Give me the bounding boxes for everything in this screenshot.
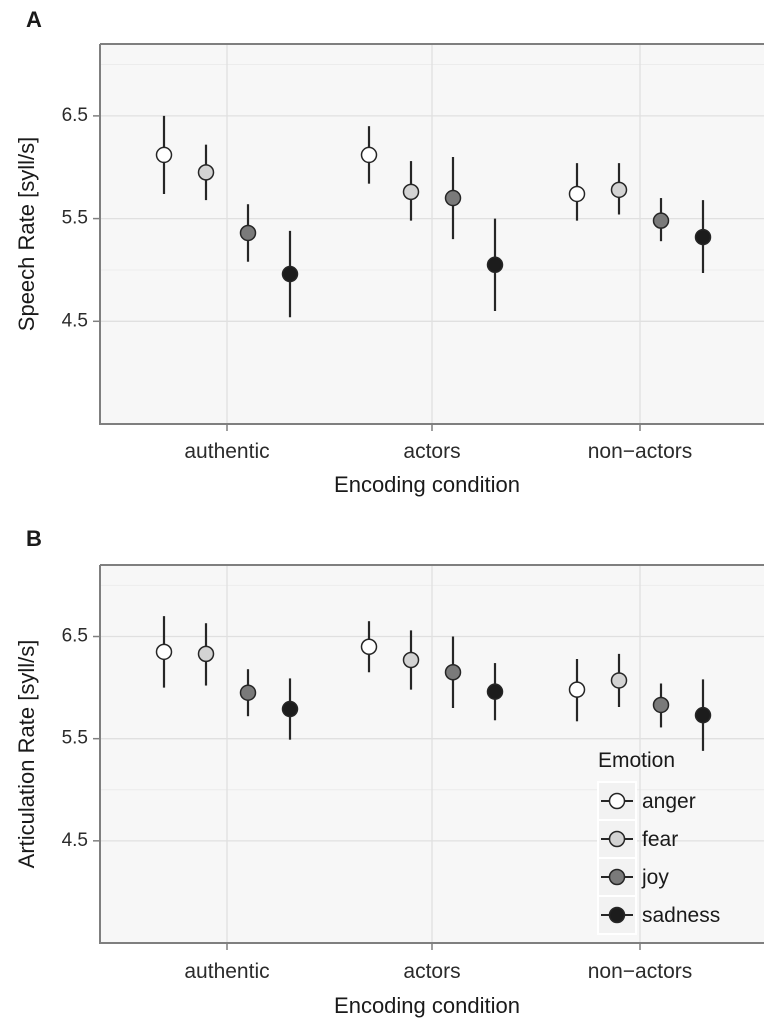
legend-keys — [601, 792, 633, 924]
y-tick-label: 6.5 — [62, 626, 88, 647]
data-point — [610, 672, 628, 689]
x-tick-label: actors — [403, 440, 460, 463]
y-axis-title: Articulation Rate [syll/s] — [14, 640, 39, 869]
y-tick-label: 6.5 — [62, 105, 88, 126]
legend-label: sadness — [642, 904, 720, 927]
x-ticks — [226, 424, 641, 431]
y-tick-labels: 4.5 5.5 6.5 — [62, 105, 88, 331]
y-tick-label: 5.5 — [62, 208, 88, 229]
x-axis-title: Encoding condition — [334, 993, 520, 1018]
data-point — [197, 645, 215, 663]
legend: Emotion anger fear joy sadness — [597, 749, 720, 935]
x-tick-labels: authentic actors non−actors — [184, 440, 692, 463]
x-tick-labels: authentic actors non−actors — [184, 960, 692, 983]
data-point — [652, 212, 670, 229]
x-axis-title: Encoding condition — [334, 472, 520, 497]
y-tick-labels: 4.5 5.5 6.5 — [62, 626, 88, 851]
data-point — [281, 265, 299, 283]
major-gridlines — [100, 565, 764, 943]
y-ticks — [93, 635, 100, 842]
data-point — [155, 146, 173, 164]
data-point — [239, 224, 257, 242]
y-axis-title: Speech Rate [syll/s] — [14, 137, 39, 331]
data-point — [239, 684, 257, 701]
legend-label: fear — [642, 828, 678, 851]
major-gridlines — [100, 44, 764, 424]
legend-key-point — [608, 830, 626, 848]
x-tick-label: authentic — [184, 960, 269, 983]
data-point — [281, 700, 299, 718]
legend-label: anger — [642, 790, 696, 813]
point-ranges — [155, 616, 712, 751]
x-tick-label: actors — [403, 960, 460, 983]
data-point — [155, 643, 173, 661]
legend-title: Emotion — [598, 749, 675, 772]
x-ticks — [226, 943, 641, 950]
data-point — [610, 181, 628, 199]
legend-label: joy — [641, 866, 669, 889]
panel-b: B 4.5 5.5 6.5 authentic actors non−actor… — [14, 526, 764, 1018]
data-point — [694, 706, 712, 724]
panel-a: A 4.5 5.5 6.5 authentic actors non−actor… — [14, 7, 764, 497]
data-point — [360, 146, 378, 164]
legend-key-point — [608, 868, 626, 886]
data-point — [694, 228, 712, 246]
x-tick-label: non−actors — [588, 960, 693, 983]
data-point — [402, 651, 420, 669]
panel-label: B — [26, 526, 42, 551]
panel-label: A — [26, 7, 42, 32]
data-point — [652, 696, 670, 714]
legend-key-point — [608, 906, 626, 924]
data-point — [402, 183, 420, 201]
y-tick-label: 5.5 — [62, 728, 88, 749]
data-point — [444, 664, 462, 681]
data-point — [568, 681, 586, 698]
data-point — [486, 683, 504, 700]
y-tick-label: 4.5 — [62, 830, 88, 851]
data-point — [360, 638, 378, 655]
data-point — [486, 256, 504, 274]
data-point — [444, 189, 462, 207]
x-tick-label: non−actors — [588, 440, 693, 463]
y-tick-label: 4.5 — [62, 310, 88, 331]
data-point — [197, 164, 215, 181]
point-ranges — [155, 115, 712, 318]
y-ticks — [93, 115, 100, 323]
data-point — [568, 185, 586, 203]
x-tick-label: authentic — [184, 440, 269, 463]
legend-key-point — [608, 792, 626, 810]
axis-frame — [99, 565, 764, 944]
axis-frame — [99, 44, 764, 425]
